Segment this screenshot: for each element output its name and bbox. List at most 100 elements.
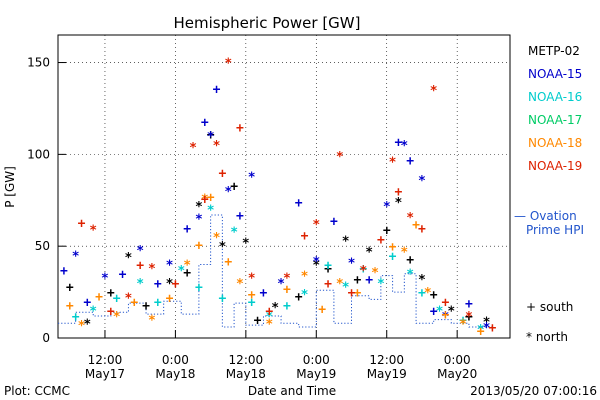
data-point-noaa16: * [406, 268, 414, 283]
data-point-noaa16: * [136, 277, 144, 292]
x-axis-ticks: 12:00May170:00May1812:00May180:00May1912… [85, 330, 477, 381]
data-point-noaa19: * [224, 57, 232, 72]
data-point-noaa18: + [130, 295, 138, 310]
data-point-noaa18: * [371, 266, 379, 281]
data-point-metp02: + [254, 314, 262, 329]
data-point-noaa15: + [183, 222, 191, 237]
data-point-metp02: * [218, 240, 226, 255]
data-point-noaa15: + [330, 214, 338, 229]
x-tick-date-label: May18 [226, 367, 266, 381]
data-point-noaa16: * [377, 277, 385, 292]
data-point-metp02: * [342, 235, 350, 250]
data-point-metp02: * [166, 277, 174, 292]
data-point-noaa15: * [224, 185, 232, 200]
data-point-noaa15: * [277, 277, 285, 292]
data-point-noaa15: * [400, 139, 408, 154]
y-tick-label: 100 [27, 147, 50, 161]
data-point-metp02: + [107, 286, 115, 301]
data-point-noaa18: * [236, 277, 244, 292]
data-point-noaa15: + [60, 264, 68, 279]
data-point-noaa16: + [154, 295, 162, 310]
data-point-noaa16: + [459, 314, 467, 329]
data-point-noaa19: + [348, 286, 356, 301]
data-point-noaa19: * [406, 211, 414, 226]
data-point-noaa18: + [412, 218, 420, 233]
data-point-noaa18: * [78, 319, 86, 334]
data-point-noaa15: * [248, 170, 256, 185]
data-point-metp02: * [242, 237, 250, 252]
data-point-noaa15: + [201, 115, 209, 130]
data-point-metp02: + [324, 262, 332, 277]
data-point-noaa15: * [312, 255, 320, 270]
data-point-noaa16: * [265, 310, 273, 325]
data-point-noaa18: * [183, 259, 191, 274]
data-point-noaa18: + [195, 238, 203, 253]
x-tick-time-label: 0:00 [303, 353, 330, 367]
data-point-noaa18: * [336, 277, 344, 292]
legend-south: + south [526, 300, 573, 314]
data-point-noaa15: + [365, 273, 373, 288]
data-point-metp02: + [207, 128, 215, 143]
data-point-metp02: * [83, 317, 91, 332]
data-point-noaa15: * [136, 244, 144, 259]
data-point-noaa16: * [342, 281, 350, 296]
data-point-noaa15: * [383, 200, 391, 215]
data-point-metp02: + [295, 290, 303, 305]
data-point-noaa18: * [301, 270, 309, 285]
data-point-noaa18: * [400, 246, 408, 261]
data-point-noaa16: + [389, 249, 397, 264]
legend-north: * north [526, 330, 568, 344]
legend-entry-noaa18: NOAA-18 [528, 136, 582, 150]
legend-entry-noaa19: NOAA-19 [528, 159, 582, 173]
data-point-metp02: * [125, 251, 133, 266]
data-point-noaa16: * [436, 304, 444, 319]
data-point-noaa19: + [488, 321, 496, 336]
data-point-noaa15: + [213, 82, 221, 97]
data-point-noaa15: * [207, 130, 215, 145]
data-point-metp02: * [365, 246, 373, 261]
data-point-noaa19: * [148, 262, 156, 277]
data-point-noaa18: + [66, 299, 74, 314]
data-point-noaa15: + [465, 297, 473, 312]
data-point-noaa18: + [248, 288, 256, 303]
data-point-noaa18: * [113, 310, 121, 325]
data-point-metp02: + [142, 299, 150, 314]
data-point-noaa19: * [283, 271, 291, 286]
data-point-noaa15: + [430, 304, 438, 319]
data-point-noaa19: * [213, 139, 221, 154]
data-point-noaa15: + [83, 295, 91, 310]
data-point-noaa16: + [195, 281, 203, 296]
data-point-noaa19: + [377, 233, 385, 248]
data-point-noaa18: + [477, 325, 485, 340]
data-point-noaa19: + [218, 167, 226, 182]
data-point-noaa19: * [189, 141, 197, 156]
data-point-noaa19: + [301, 229, 309, 244]
data-point-noaa19: + [236, 121, 244, 136]
data-point-noaa15: * [101, 271, 109, 286]
data-point-noaa18: * [459, 317, 467, 332]
data-point-noaa18: + [389, 240, 397, 255]
hpi-line [58, 214, 493, 331]
footer-right: 2013/05/20 07:00:16 [470, 384, 597, 398]
data-point-noaa19: * [312, 218, 320, 233]
data-point-noaa16: + [359, 262, 367, 277]
data-point-metp02: + [430, 288, 438, 303]
chart-title: Hemispheric Power [GW] [174, 14, 361, 32]
data-point-noaa18: + [95, 290, 103, 305]
data-point-noaa19: * [465, 310, 473, 325]
x-tick-time-label: 0:00 [444, 353, 471, 367]
data-point-noaa15: + [395, 136, 403, 151]
data-point-noaa19: * [389, 156, 397, 171]
data-point-noaa19: + [201, 192, 209, 207]
data-point-noaa18: + [442, 308, 450, 323]
data-point-noaa15: * [418, 174, 426, 189]
data-point-noaa18: + [353, 286, 361, 301]
y-axis-ticks: 0 50 100 150 [27, 56, 66, 345]
data-point-noaa15: * [483, 321, 491, 336]
legend-entry-noaa17: NOAA-17 [528, 113, 582, 127]
data-point-noaa18: * [265, 317, 273, 332]
data-point-noaa16: * [230, 225, 238, 240]
data-point-noaa19: * [336, 150, 344, 165]
